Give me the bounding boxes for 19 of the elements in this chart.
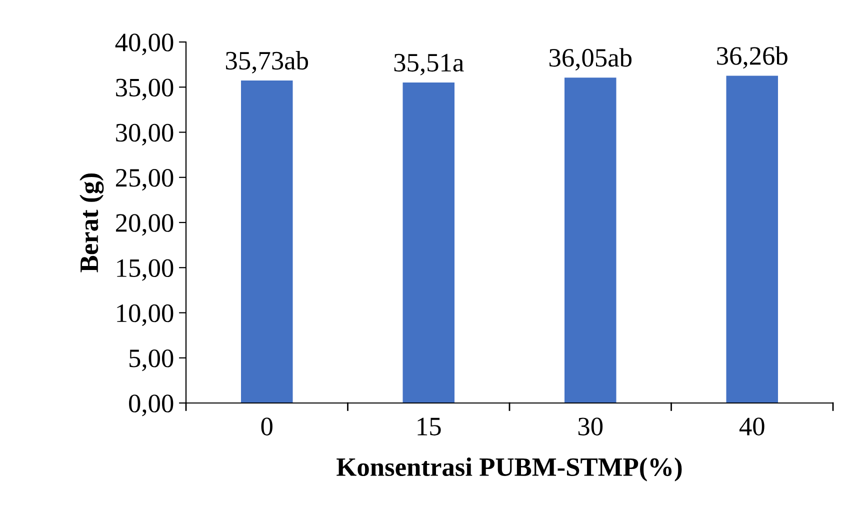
y-tick-label: 25,00 xyxy=(116,168,174,191)
data-label: 35,73ab xyxy=(226,51,308,74)
y-tick-label: 0,00 xyxy=(129,394,174,416)
y-tick-label: 40,00 xyxy=(115,34,174,56)
x-axis-title: Konsentrasi PUBM-STMP(%) xyxy=(336,457,682,482)
data-label: 36,26b xyxy=(717,46,788,69)
x-tick-label: 40 xyxy=(739,418,764,436)
y-tick-label: 15,00 xyxy=(117,259,174,281)
y-tick-label: 20,00 xyxy=(116,214,174,236)
y-axis-title: Berat (g) xyxy=(80,173,104,272)
x-tick-label: 0 xyxy=(261,418,272,436)
y-tick-label: 35,00 xyxy=(116,78,174,100)
data-label: 36,05ab xyxy=(549,48,632,71)
data-label: 35,51a xyxy=(394,54,464,76)
y-tick-label: 5,00 xyxy=(130,349,174,372)
x-tick-label: 30 xyxy=(578,418,603,436)
x-tick-label: 15 xyxy=(418,418,441,436)
y-tick-label: 10,00 xyxy=(117,304,174,326)
y-tick-label: 30,00 xyxy=(116,124,174,146)
